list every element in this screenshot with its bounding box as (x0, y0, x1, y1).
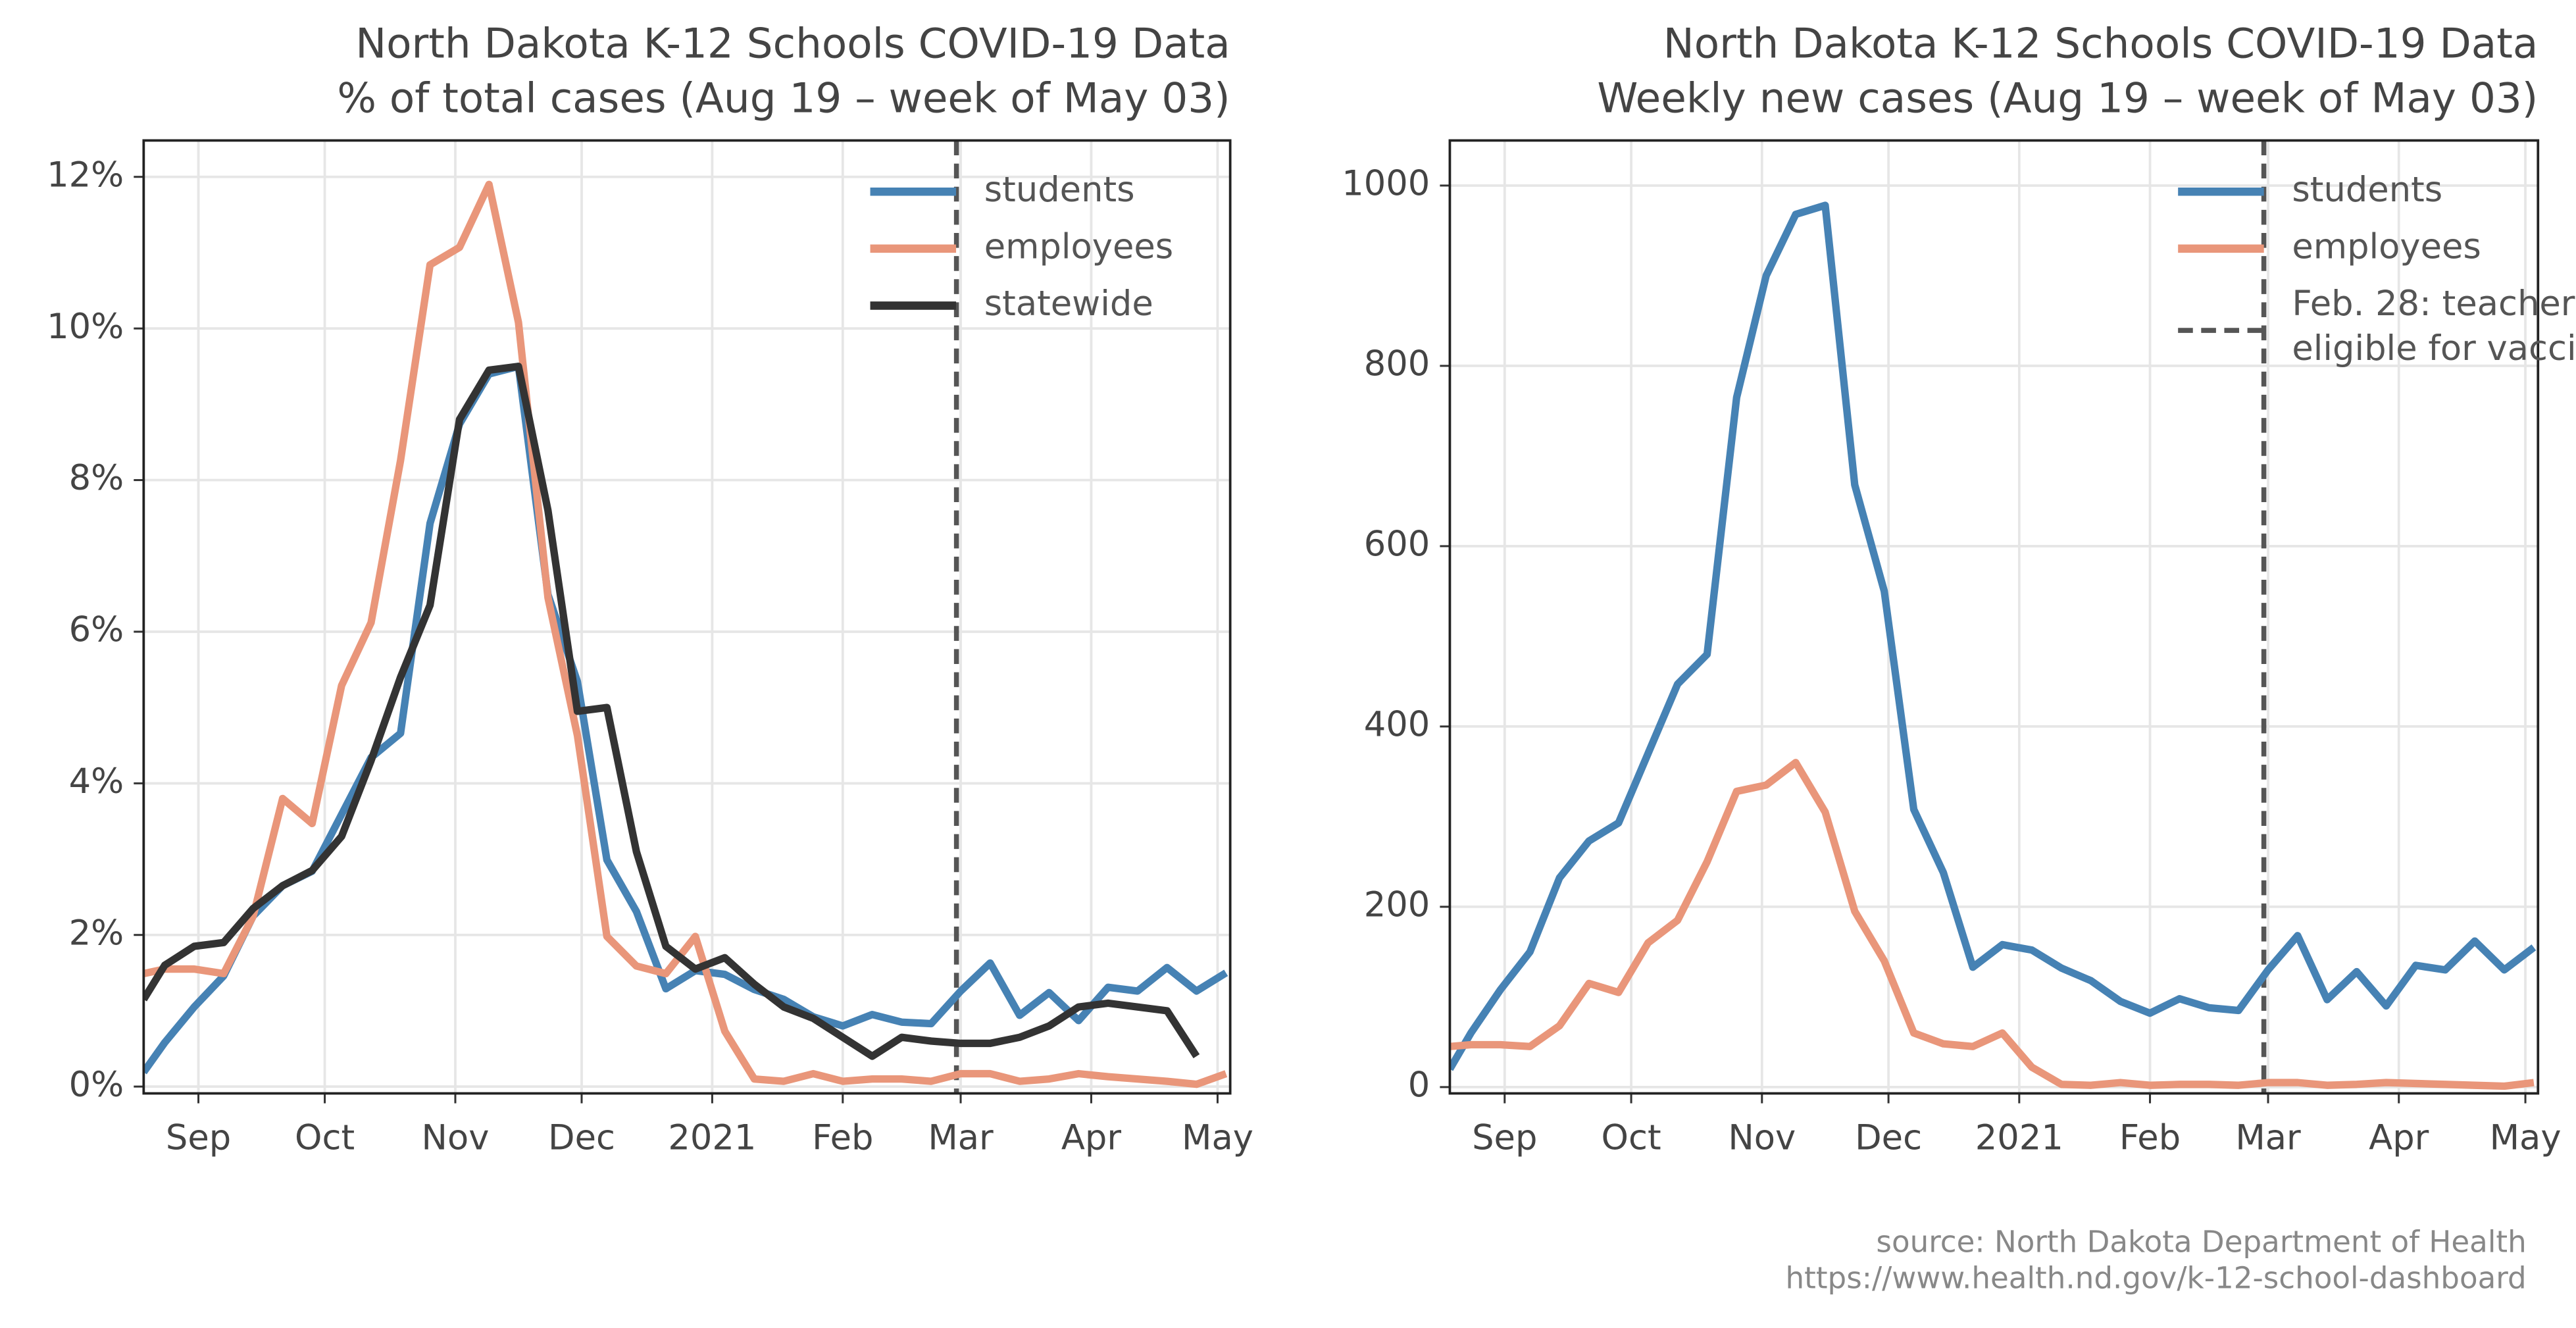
x-tick-label: Sep (1472, 1117, 1537, 1158)
x-tick-label: Sep (166, 1117, 231, 1158)
legend-label: students (2292, 170, 2442, 210)
x-tick-label: Apr (1061, 1117, 1121, 1158)
y-tick-label: 10% (47, 307, 124, 347)
series-line (143, 363, 1200, 1060)
y-tick-label: 600 (1364, 524, 1430, 565)
series-line (1450, 201, 2537, 1071)
y-tick-label: 8% (69, 458, 124, 498)
chart-title: North Dakota K-12 Schools COVID-19 Data (1663, 19, 2538, 67)
y-tick-label: 200 (1364, 885, 1430, 925)
y-tick-label: 6% (69, 610, 124, 650)
legend-label: statewide (984, 284, 1153, 324)
chart-title: North Dakota K-12 Schools COVID-19 Data (355, 19, 1230, 67)
source-url: https://www.health.nd.gov/k-12-school-da… (1786, 1261, 2527, 1296)
plot-frame (142, 139, 1232, 1095)
legend-label: students (984, 170, 1135, 210)
y-tick-label: 400 (1364, 705, 1430, 745)
x-tick-label: May (1182, 1117, 1253, 1158)
x-tick-label: Nov (422, 1117, 490, 1158)
series-line (1450, 759, 2535, 1090)
legend-label-line: eligible for vaccine (2292, 328, 2576, 369)
x-tick-label: Mar (928, 1117, 994, 1158)
chart-subtitle: Weekly new cases (Aug 19 – week of May 0… (1597, 74, 2538, 122)
y-tick-label: 12% (47, 155, 124, 195)
x-tick-label: Feb (2119, 1117, 2181, 1158)
x-tick-label: Feb (812, 1117, 873, 1158)
x-tick-label: Mar (2235, 1117, 2301, 1158)
y-tick-label: 1000 (1342, 164, 1430, 204)
chart-subtitle: % of total cases (Aug 19 – week of May 0… (337, 74, 1230, 122)
x-tick-label: Nov (1728, 1117, 1796, 1158)
source: source: North Dakota Department of Healt… (1876, 1224, 2526, 1259)
y-tick-label: 0 (1408, 1065, 1430, 1106)
x-tick-label: Oct (295, 1117, 355, 1158)
y-tick-label: 0% (69, 1065, 124, 1105)
y-tick-label: 2% (69, 913, 124, 953)
x-tick-label: Oct (1602, 1117, 1661, 1158)
y-tick-label: 4% (69, 761, 124, 802)
x-tick-label: May (2490, 1117, 2562, 1158)
x-tick-label: Dec (1855, 1117, 1922, 1158)
series-line (143, 363, 1228, 1075)
x-tick-label: Apr (2369, 1117, 2429, 1158)
x-tick-label: 2021 (1975, 1117, 2063, 1158)
legend-label: employees (2292, 226, 2481, 267)
plot-frame (1448, 139, 2540, 1095)
x-tick-label: Dec (548, 1117, 615, 1158)
y-tick-label: 800 (1364, 344, 1430, 384)
legend-label: employees (984, 226, 1174, 267)
x-tick-label: 2021 (668, 1117, 756, 1158)
legend-label-line: Feb. 28: teachers (2292, 284, 2576, 324)
